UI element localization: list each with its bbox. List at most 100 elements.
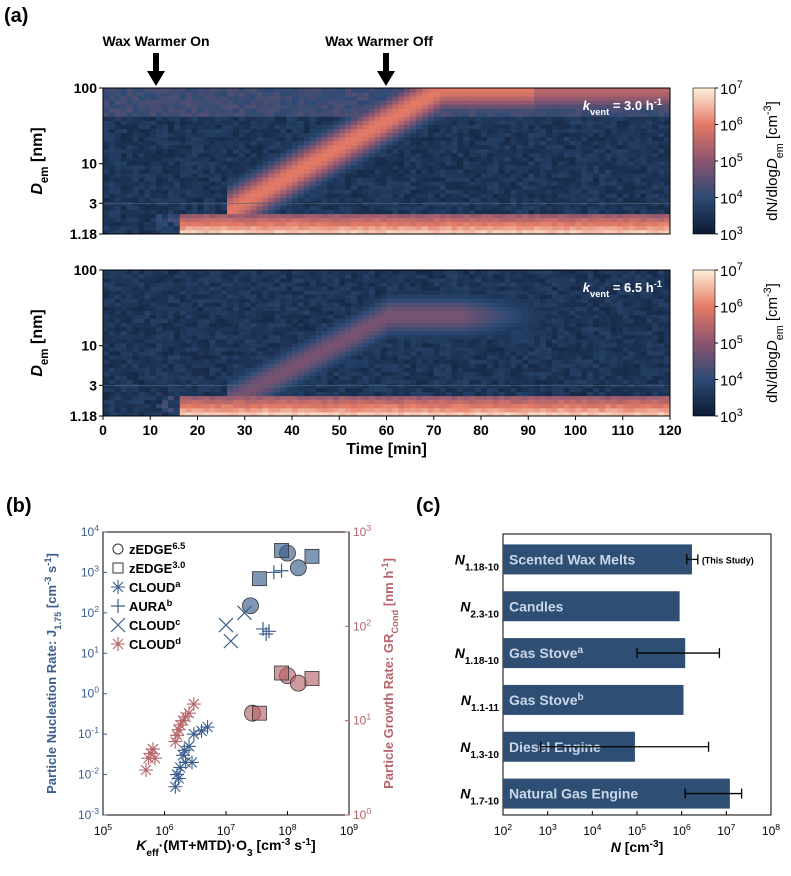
heatmap-cell [103, 193, 109, 197]
heatmap-cell [381, 173, 387, 177]
heatmap-cell [398, 149, 404, 153]
heatmap-cell [127, 181, 133, 185]
heatmap-cell [121, 282, 127, 286]
heatmap-cell [144, 96, 150, 100]
heatmap-cell [635, 92, 641, 96]
heatmap-cell [351, 222, 357, 226]
heatmap-cell [333, 363, 339, 367]
heatmap-cell [646, 129, 652, 133]
heatmap-cell [239, 388, 245, 392]
heatmap-cell [286, 323, 292, 327]
heatmap-cell [257, 133, 263, 137]
heatmap-cell [127, 335, 133, 339]
heatmap-cell [180, 129, 186, 133]
heatmap-cell [345, 380, 351, 384]
heatmap-cell [310, 108, 316, 112]
heatmap-cell [534, 108, 540, 112]
heatmap-cell [422, 214, 428, 218]
heatmap-cell [115, 408, 121, 412]
heatmap-cell [127, 92, 133, 96]
heatmap-cell [150, 392, 156, 396]
heatmap-cell [203, 210, 209, 214]
heatmap-cell [658, 145, 664, 149]
heatmap-cell [292, 351, 298, 355]
heatmap-cell [481, 88, 487, 92]
heatmap-cell [446, 202, 452, 206]
heatmap-cell [168, 218, 174, 222]
heatmap-cell [345, 396, 351, 400]
heatmap-cell [640, 137, 646, 141]
heatmap-cell [511, 141, 517, 145]
heatmap-cell [280, 133, 286, 137]
heatmap-cell [440, 133, 446, 137]
heatmap-cell [387, 173, 393, 177]
heatmap-cell [227, 100, 233, 104]
heatmap-cell [422, 181, 428, 185]
heatmap-cell [292, 311, 298, 315]
heatmap-cell [587, 202, 593, 206]
heatmap-cell [298, 319, 304, 323]
heatmap-cell [540, 222, 546, 226]
heatmap-cell [174, 396, 180, 400]
heatmap-cell [133, 206, 139, 210]
heatmap-cell [245, 125, 251, 129]
heatmap-cell [144, 153, 150, 157]
heatmap-cell [286, 311, 292, 315]
heatmap-cell [115, 214, 121, 218]
heatmap-cell [434, 149, 440, 153]
heatmap-cell [611, 161, 617, 165]
heatmap-cell [398, 133, 404, 137]
heatmap-cell [339, 161, 345, 165]
heatmap-cell [262, 392, 268, 396]
heatmap-cell [133, 92, 139, 96]
heatmap-cell [351, 202, 357, 206]
heatmap-cell [457, 96, 463, 100]
heatmap-cell [469, 198, 475, 202]
heatmap-cell [587, 210, 593, 214]
heatmap-cell [121, 153, 127, 157]
heatmap-cell [540, 165, 546, 169]
heatmap-cell [304, 100, 310, 104]
heatmap-cell [203, 363, 209, 367]
heatmap-cell [333, 367, 339, 371]
heatmap-cell [511, 169, 517, 173]
heatmap-cell [233, 181, 239, 185]
heatmap-cell [144, 226, 150, 230]
heatmap-cell [280, 210, 286, 214]
heatmap-cell [292, 404, 298, 408]
heatmap-cell [363, 153, 369, 157]
heatmap-cell [327, 294, 333, 298]
heatmap-cell [310, 189, 316, 193]
heatmap-cell [640, 193, 646, 197]
heatmap-cell [333, 185, 339, 189]
heatmap-cell [629, 222, 635, 226]
heatmap-cell [251, 392, 257, 396]
heatmap-cell [192, 380, 198, 384]
heatmap-cell [121, 400, 127, 404]
heatmap-cell [646, 210, 652, 214]
heatmap-cell [310, 270, 316, 274]
heatmap-cell [115, 355, 121, 359]
heatmap-cell [245, 315, 251, 319]
heatmap-cell [198, 375, 204, 379]
heatmap-cell [156, 181, 162, 185]
heatmap-cell [310, 193, 316, 197]
heatmap-cell [381, 165, 387, 169]
heatmap-cell [144, 193, 150, 197]
heatmap-cell [174, 161, 180, 165]
heatmap-cell [138, 88, 144, 92]
heatmap-cell [156, 408, 162, 412]
heatmap-cell [457, 88, 463, 92]
heatmap-cell [162, 100, 168, 104]
heatmap-cell [599, 210, 605, 214]
heatmap-cell [540, 116, 546, 120]
heatmap-cell [316, 367, 322, 371]
heatmap-cell [138, 116, 144, 120]
heatmap-cell [398, 165, 404, 169]
heatmap-cell [581, 145, 587, 149]
heatmap-cell [434, 177, 440, 181]
heatmap-cell [422, 141, 428, 145]
heatmap-cell [233, 278, 239, 282]
heatmap-cell [221, 371, 227, 375]
heatmap-cell [186, 327, 192, 331]
